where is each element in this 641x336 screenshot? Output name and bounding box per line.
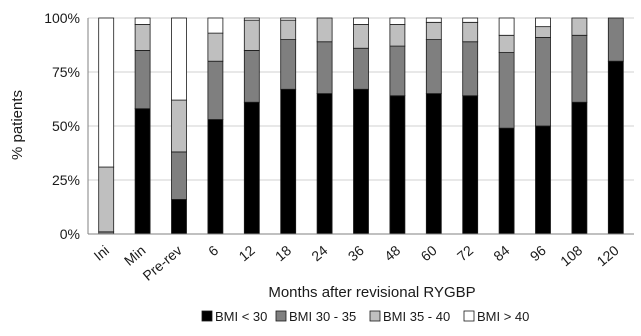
- x-tick-label: 24: [308, 242, 330, 264]
- legend-label: BMI < 30: [215, 309, 267, 324]
- bar-segment: [462, 21, 479, 43]
- bar-segment: [462, 95, 479, 235]
- x-tick-label: 36: [345, 242, 367, 264]
- legend-swatch: [201, 310, 213, 322]
- bar-segment: [134, 24, 151, 51]
- bar-segment: [171, 99, 187, 153]
- bar-segment: [171, 199, 187, 235]
- legend-swatch: [463, 310, 475, 322]
- bar-segment: [462, 17, 479, 23]
- bar-segment: [207, 60, 224, 120]
- bar-segment: [571, 34, 588, 103]
- bar-segment: [498, 52, 515, 129]
- bar-segment: [316, 93, 333, 235]
- bar-segment: [353, 24, 369, 49]
- bar-segment: [316, 17, 333, 43]
- y-tick-labels: 0% 25% 50% 75% 100%: [44, 10, 80, 242]
- legend-label: BMI 30 - 35: [289, 309, 356, 324]
- bar-segment: [243, 50, 260, 103]
- x-tick-label: 84: [490, 242, 512, 264]
- axes: [87, 18, 634, 235]
- bar-segment: [280, 19, 297, 41]
- bar-segment: [389, 95, 406, 235]
- bar-segment: [98, 166, 115, 233]
- x-tick-label: 12: [236, 242, 258, 264]
- bar-segment: [134, 17, 151, 25]
- bar-segment: [425, 21, 442, 41]
- x-tick-label: Min: [121, 242, 149, 269]
- bar-segment: [571, 17, 588, 36]
- bar-segment: [134, 108, 151, 235]
- legend-swatch: [275, 310, 287, 322]
- y-tick-label: 50%: [52, 118, 80, 134]
- bar-segment: [462, 41, 479, 97]
- legend-swatch: [369, 310, 381, 322]
- legend: BMI < 30 BMI 30 - 35 BMI 35 - 40 BMI > 40: [201, 309, 529, 324]
- x-tick-label: 120: [594, 242, 622, 269]
- x-tick-label: 60: [418, 242, 440, 264]
- bar-segment: [280, 39, 297, 90]
- y-tick-label: 100%: [44, 10, 80, 26]
- bar-segment: [280, 88, 297, 235]
- bar-segment: [535, 26, 551, 38]
- bar-segment: [535, 37, 551, 127]
- bar-segment: [498, 17, 515, 36]
- x-tick-label: 18: [272, 242, 294, 264]
- bar-segment: [498, 34, 515, 53]
- bar-segment: [134, 50, 151, 110]
- bars: [98, 17, 624, 235]
- y-axis-title: % patients: [9, 90, 26, 160]
- bar-segment: [243, 19, 260, 51]
- x-tick-label: 96: [527, 242, 549, 264]
- bar-segment: [535, 125, 551, 235]
- bar-segment: [535, 17, 551, 28]
- bar-segment: [389, 17, 406, 25]
- bar-segment: [243, 101, 260, 235]
- bar-segment: [425, 39, 442, 94]
- bar-segment: [171, 151, 187, 200]
- bar-segment: [316, 41, 333, 94]
- x-tick-label: 108: [557, 242, 585, 269]
- x-tick-label: 48: [381, 242, 403, 264]
- bar-segment: [353, 88, 369, 235]
- bar-segment: [243, 17, 260, 21]
- bar-segment: [607, 60, 624, 235]
- legend-label: BMI 35 - 40: [383, 309, 450, 324]
- bar-segment: [98, 17, 115, 168]
- x-tick-label: Ini: [91, 242, 113, 264]
- bar-segment: [425, 17, 442, 23]
- bar-segment: [607, 17, 624, 62]
- legend-label: BMI > 40: [477, 309, 529, 324]
- y-tick-label: 75%: [52, 64, 80, 80]
- bar-segment: [280, 17, 297, 21]
- bar-segment: [353, 47, 369, 90]
- bar-segment: [425, 93, 442, 235]
- y-tick-label: 25%: [52, 172, 80, 188]
- x-tick-label: 6: [205, 242, 221, 259]
- bar-segment: [571, 101, 588, 235]
- y-tick-label: 0%: [60, 226, 80, 242]
- bar-segment: [207, 17, 224, 34]
- bar-segment: [353, 17, 369, 25]
- bar-segment: [389, 24, 406, 47]
- bar-segment: [207, 119, 224, 235]
- x-axis-title: Months after revisional RYGBP: [268, 284, 475, 301]
- bar-segment: [389, 45, 406, 97]
- bar-segment: [498, 127, 515, 235]
- bar-segment: [207, 32, 224, 62]
- x-tick-label: 72: [454, 242, 476, 264]
- bar-segment: [171, 17, 187, 101]
- x-tick-label: Pre-rev: [139, 242, 184, 284]
